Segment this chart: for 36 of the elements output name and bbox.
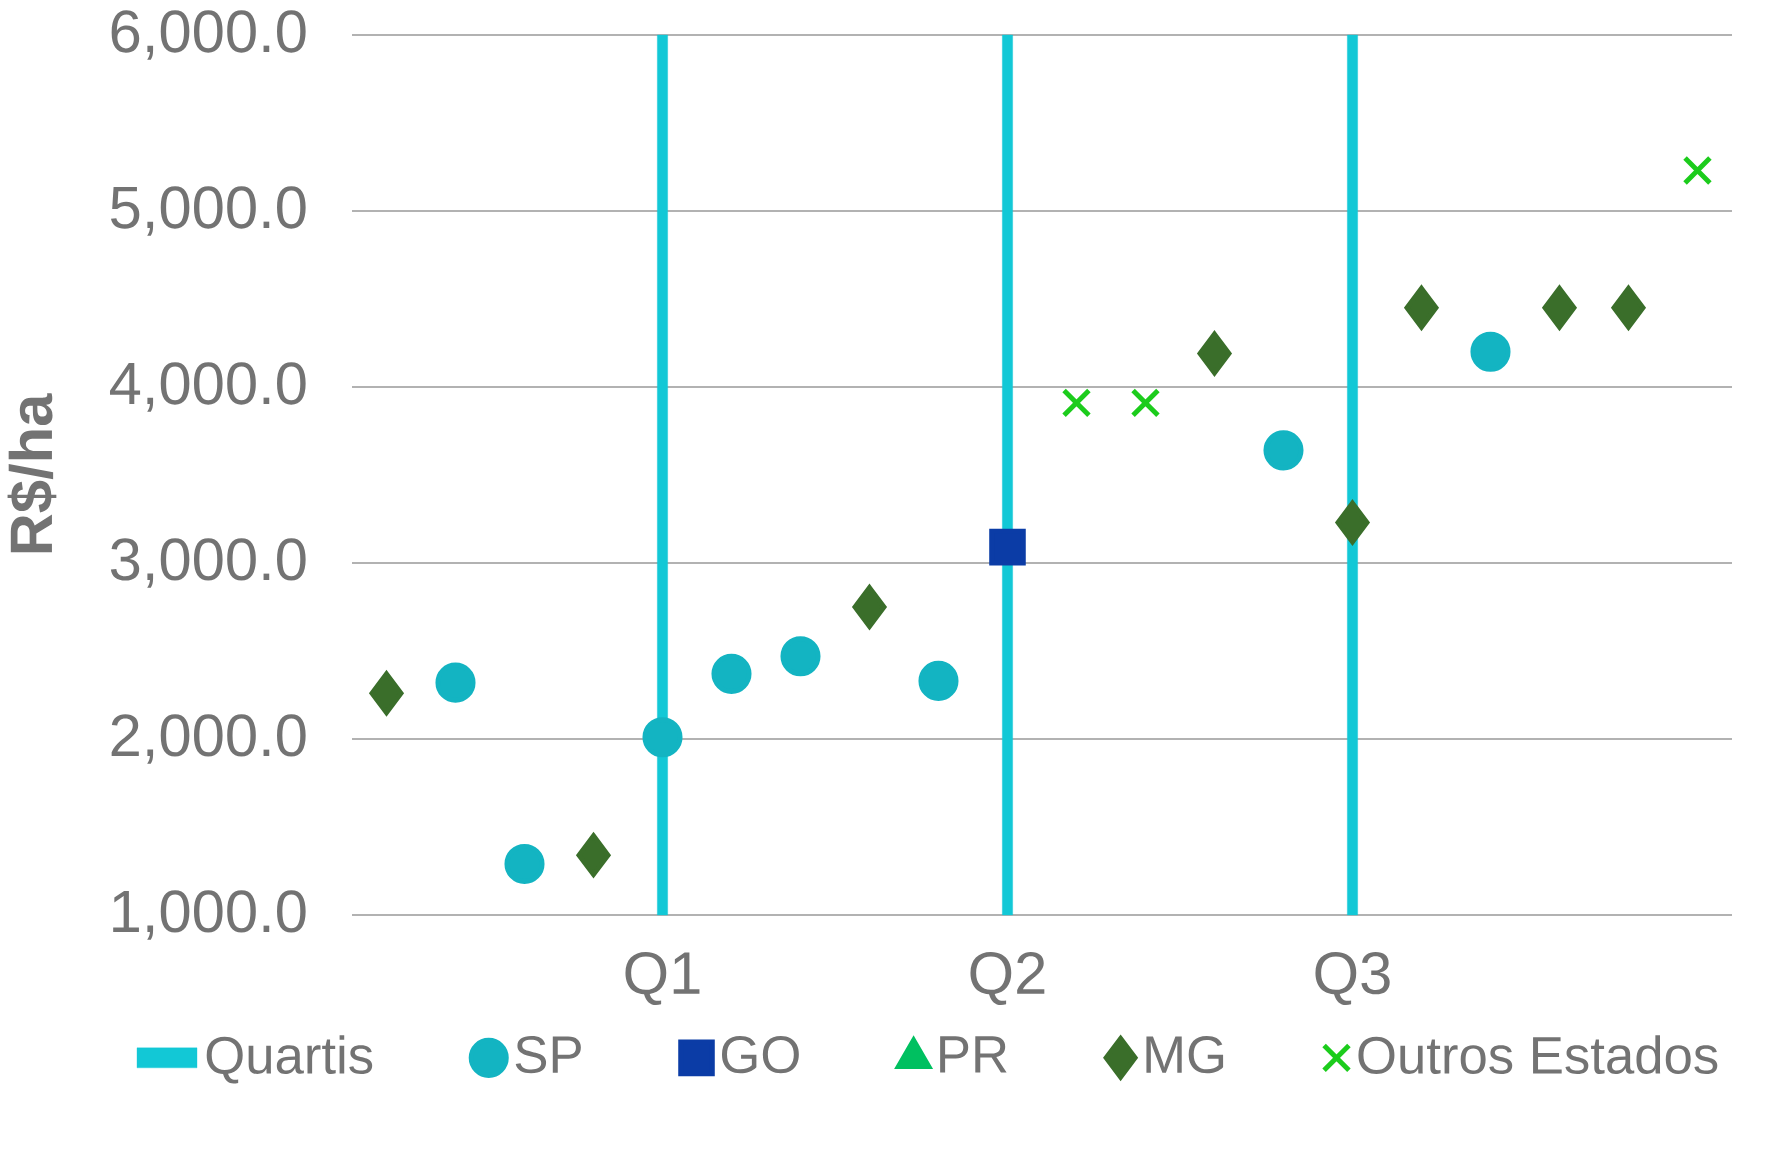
point	[711, 653, 752, 694]
x-tick-label: Q3	[1315, 952, 1390, 1006]
legend-label: MG	[1146, 1036, 1224, 1074]
y-tick-label: 6,000.0	[111, 10, 306, 60]
y-axis-title: R$/ha	[7, 393, 57, 553]
y-tick-label: 5,000.0	[110, 186, 306, 236]
point	[1061, 387, 1092, 418]
point	[642, 717, 683, 758]
x-tick-label: Q2	[970, 952, 1045, 1006]
y-tick-label: 3,000.0	[110, 538, 306, 588]
point	[1682, 155, 1713, 186]
legend-label: Quartis	[206, 1035, 373, 1084]
legend-label: PR	[940, 1036, 1007, 1073]
legend-label: Outros Estados	[1358, 1035, 1718, 1075]
x-tick-label: Q1	[625, 952, 700, 1006]
point	[1404, 286, 1439, 330]
point	[780, 636, 821, 677]
point	[989, 528, 1026, 566]
y-tick-label: 2,000.0	[111, 714, 306, 764]
point	[1197, 331, 1232, 376]
point	[1611, 286, 1646, 330]
point	[1542, 286, 1577, 330]
point	[1130, 387, 1161, 418]
point	[1470, 331, 1511, 372]
point	[435, 662, 476, 703]
point	[1263, 430, 1304, 471]
legend-label: SP	[515, 1036, 581, 1074]
y-tick-label: 4,000.0	[109, 362, 306, 412]
point	[1335, 500, 1370, 545]
y-tick-label: 1,000.0	[113, 890, 306, 940]
point	[504, 843, 545, 884]
point	[369, 671, 404, 716]
point	[576, 833, 611, 877]
point	[852, 585, 887, 629]
legend-label: GO	[721, 1036, 799, 1074]
point	[918, 660, 959, 701]
